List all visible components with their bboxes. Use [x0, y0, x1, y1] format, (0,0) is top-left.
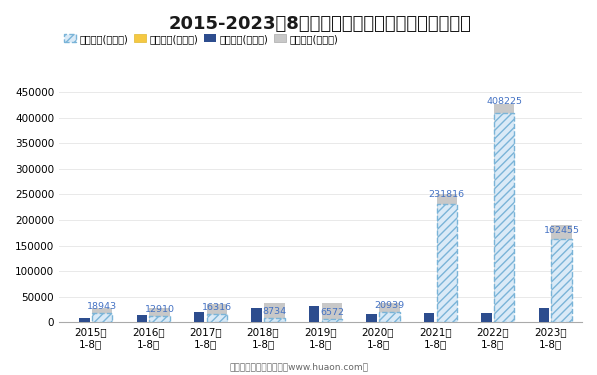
Bar [149, 308, 170, 322]
Bar [309, 306, 319, 322]
Text: 162455: 162455 [544, 226, 580, 235]
Text: 231816: 231816 [429, 190, 465, 199]
Bar [264, 303, 285, 322]
Bar [194, 312, 205, 322]
Bar [538, 308, 549, 322]
Text: 8734: 8734 [262, 307, 287, 316]
Bar [436, 194, 457, 322]
Bar [207, 314, 227, 322]
Text: 制图：华经产业研究院（www.huaon.com）: 制图：华经产业研究院（www.huaon.com） [229, 362, 368, 371]
Bar [481, 313, 492, 322]
Text: 16316: 16316 [202, 303, 232, 312]
Text: 20939: 20939 [374, 300, 404, 309]
Bar [322, 319, 342, 322]
Title: 2015-2023年8月青岛胶州湾综合保税区进出口差额: 2015-2023年8月青岛胶州湾综合保税区进出口差额 [169, 15, 472, 33]
Bar [149, 316, 170, 322]
Bar [494, 113, 515, 322]
Bar [137, 315, 147, 322]
Bar [494, 104, 515, 322]
Text: 408225: 408225 [486, 98, 522, 106]
Text: 12910: 12910 [144, 305, 174, 314]
Bar [264, 318, 285, 322]
Text: 18943: 18943 [87, 302, 117, 311]
Bar [424, 313, 434, 322]
Bar [251, 308, 262, 322]
Bar [379, 312, 399, 322]
Text: 6572: 6572 [320, 308, 344, 317]
Bar [436, 204, 457, 322]
Bar [92, 308, 112, 322]
Bar [552, 225, 572, 322]
Bar [379, 303, 399, 322]
Bar [207, 304, 227, 322]
Bar [322, 303, 342, 322]
Legend: 贸易顺差(万美元), 贸易逆差(万美元), 进口总额(万美元), 出口总额(万美元): 贸易顺差(万美元), 贸易逆差(万美元), 进口总额(万美元), 出口总额(万美… [64, 34, 338, 44]
Bar [92, 313, 112, 322]
Bar [367, 314, 377, 322]
Bar [79, 318, 90, 322]
Bar [552, 239, 572, 322]
